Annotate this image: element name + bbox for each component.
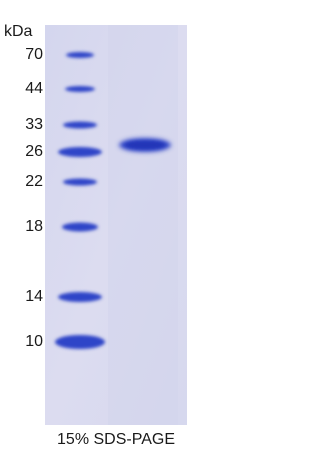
marker-label: 33 bbox=[25, 116, 43, 133]
marker-label: 44 bbox=[25, 80, 43, 97]
marker-band bbox=[58, 292, 102, 302]
marker-band bbox=[65, 86, 95, 92]
marker-band bbox=[66, 52, 94, 58]
marker-label: 14 bbox=[25, 288, 43, 305]
marker-label: 18 bbox=[25, 218, 43, 235]
marker-band bbox=[63, 178, 97, 186]
marker-band bbox=[62, 222, 98, 232]
marker-band bbox=[55, 335, 105, 349]
marker-label: 70 bbox=[25, 46, 43, 63]
sample-band-core bbox=[125, 141, 165, 149]
unit-label: kDa bbox=[4, 23, 33, 40]
sample-lane bbox=[108, 25, 178, 425]
gel-figure: kDa 15% SDS-PAGE 70 44 33 26 22 18 14 10 bbox=[4, 23, 187, 448]
marker-lane bbox=[55, 52, 105, 349]
marker-label: 10 bbox=[25, 333, 43, 350]
marker-band bbox=[63, 121, 97, 129]
marker-band bbox=[58, 147, 102, 157]
marker-label: 26 bbox=[25, 143, 43, 160]
caption: 15% SDS-PAGE bbox=[57, 431, 175, 448]
marker-label: 22 bbox=[25, 173, 43, 190]
